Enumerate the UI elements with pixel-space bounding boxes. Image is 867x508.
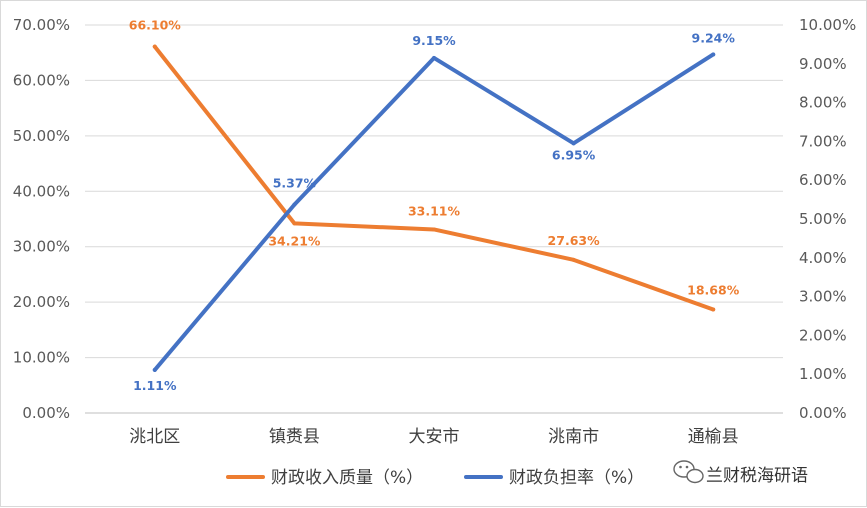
- series-1-point: [292, 202, 297, 207]
- series-1-data-label: 9.24%: [692, 30, 736, 45]
- series-1-point: [711, 52, 716, 57]
- series-0-point: [292, 221, 297, 226]
- category-label: 洮北区: [129, 427, 180, 447]
- series-1-data-label: 6.95%: [552, 147, 596, 162]
- series-0-data-label: 34.21%: [268, 233, 321, 248]
- right-axis-tick-label: 0.00%: [799, 404, 847, 422]
- left-axis-tick-label: 40.00%: [13, 182, 70, 200]
- series-0-data-label: 27.63%: [548, 233, 601, 248]
- series-0-data-label: 18.68%: [687, 282, 740, 297]
- legend-label-series-1: 财政负担率（%）: [509, 468, 644, 488]
- legend-label-series-0: 财政收入质量（%）: [271, 468, 423, 488]
- right-axis-tick-label: 1.00%: [799, 365, 847, 383]
- right-axis-tick-label: 6.00%: [799, 171, 847, 189]
- category-axis-labels: 洮北区 镇赉县 大安市 洮南市 通榆县: [129, 427, 738, 447]
- left-axis-tick-label: 60.00%: [13, 71, 70, 89]
- right-axis-tick-label: 8.00%: [799, 94, 847, 112]
- right-axis-tick-label: 9.00%: [799, 55, 847, 73]
- left-axis-tick-label: 70.00%: [13, 16, 70, 34]
- category-label: 洮南市: [548, 427, 599, 447]
- series-0-data-label: 33.11%: [408, 203, 461, 218]
- left-axis-tick-label: 30.00%: [13, 238, 70, 256]
- gridlines: [85, 24, 783, 414]
- series-0-point: [152, 44, 157, 49]
- right-axis-tick-label: 2.00%: [799, 326, 847, 344]
- right-axis-ticks: 0.00% 1.00% 2.00% 3.00% 4.00% 5.00% 6.00% 7.00%…: [799, 16, 856, 422]
- category-label: 镇赉县: [269, 427, 320, 447]
- series-1-data-label: 1.11%: [133, 378, 177, 393]
- wechat-icon: [673, 460, 704, 484]
- series-0-point: [432, 227, 436, 232]
- series-1-data-label: 5.37%: [273, 176, 317, 191]
- series-1-point: [152, 367, 157, 372]
- data-labels: 66.10% 34.21% 33.11% 27.63% 18.68% 1.11% 5.37%…: [129, 18, 740, 393]
- right-axis-tick-label: 4.00%: [799, 249, 847, 267]
- right-axis-tick-label: 5.00%: [799, 210, 847, 228]
- legend: 财政收入质量（%） 财政负担率（%）: [226, 468, 644, 488]
- left-axis-ticks: 0.00% 10.00% 20.00% 30.00% 40.00% 50.00% 60.00…: [13, 16, 70, 422]
- series-1-point: [432, 55, 436, 60]
- series-0-data-label: 66.10%: [129, 18, 182, 33]
- series-lines: [152, 44, 716, 372]
- right-axis-tick-label: 3.00%: [799, 288, 847, 306]
- left-axis-tick-label: 10.00%: [13, 349, 70, 367]
- series-0-point: [571, 257, 576, 262]
- category-label: 大安市: [409, 427, 460, 447]
- watermark-text: 兰财税海研语: [706, 466, 808, 486]
- series-0-point: [711, 307, 716, 312]
- left-axis-tick-label: 50.00%: [13, 127, 70, 145]
- series-1-data-label: 9.15%: [412, 33, 456, 48]
- right-axis-tick-label: 7.00%: [799, 132, 847, 150]
- watermark: 兰财税海研语: [673, 460, 808, 486]
- left-axis-tick-label: 0.00%: [22, 404, 70, 422]
- right-axis-tick-label: 10.00%: [799, 16, 856, 34]
- category-label: 通榆县: [688, 427, 739, 447]
- series-1-point: [571, 141, 576, 146]
- left-axis-tick-label: 20.00%: [13, 293, 70, 311]
